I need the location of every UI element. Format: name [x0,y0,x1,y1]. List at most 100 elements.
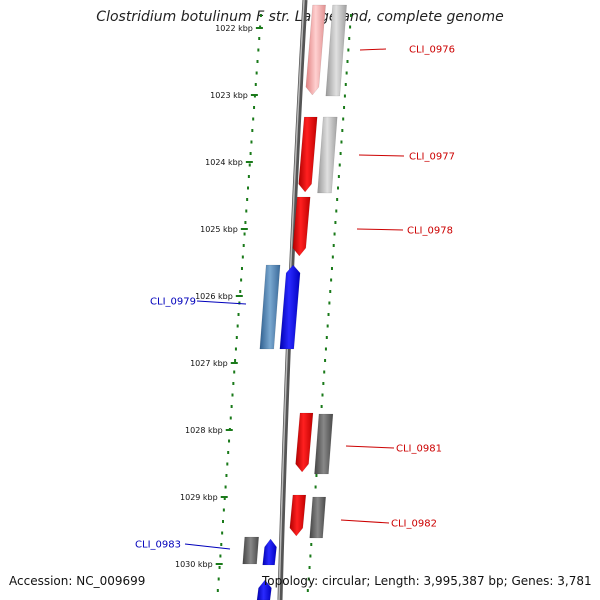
ring-dot-inner [248,163,251,167]
ring-dot-inner [239,290,242,293]
ring-dot-inner [241,255,244,259]
ring-dot-inner [218,566,221,569]
gene-labels: CLI_0976 CLI_0977 CLI_0978 CLI_0979 CLI_0981… [135,45,455,551]
ring-dot-outer [330,267,333,270]
ring-dot-outer [320,405,323,408]
forward-gene-arrow [295,412,314,473]
ring-dot-outer [309,554,312,558]
ring-dot-inner [247,186,250,190]
ring-dot-inner [250,140,253,144]
ring-dot-outer [349,14,352,17]
ring-dot-inner [217,577,220,581]
forward-gene-arrow [292,196,311,257]
scale-tick-label: 1030 kbp [175,560,213,569]
gene-label[interactable]: CLI_0983 [135,540,181,551]
ring-dot-outer [342,117,345,121]
ring-dot-outer [307,577,310,581]
ring-dot-inner [242,244,245,247]
ring-dot-outer [327,313,330,316]
ring-dot-outer [343,94,346,98]
ring-dot-inner [226,462,229,466]
ring-dot-inner [244,221,247,224]
scale-tick-label: 1022 kbp [215,24,253,33]
ring-dot-outer [335,209,338,213]
cds-bar [259,264,281,350]
ring-dot-inner [216,589,219,592]
ring-dot-inner [240,267,243,270]
ring-dot-outer [308,566,311,569]
ring-dot-inner [240,278,243,282]
ring-dot-outer [341,129,344,132]
ring-dot-inner [256,60,259,63]
ring-dot-inner [234,347,237,351]
gene-label[interactable]: CLI_0977 [409,152,455,163]
ring-dot-outer [332,244,335,247]
ring-dot-outer [347,48,350,52]
ring-dot-inner [252,117,255,121]
ring-dot-inner [231,393,234,397]
scale-tick-label: 1027 kbp [190,359,228,368]
scale-tick-label: 1028 kbp [185,426,223,435]
ring-dot-inner [257,48,260,52]
ring-dot-outer [329,290,332,293]
scale-tick-label: 1024 kbp [205,158,243,167]
ring-dot-outer [345,71,348,75]
ring-dot-outer [340,140,343,144]
cds-bar [314,413,334,475]
ring-dot-outer [346,60,349,63]
ring-dot-inner [229,416,232,420]
label-leader-line [184,543,231,550]
ring-dot-outer [324,347,327,351]
genome-summary: Topology: circular; Length: 3,995,387 bp… [262,574,592,588]
ring-dot-outer [310,543,313,546]
label-leader-line [340,519,390,524]
scale-tick-label: 1025 kbp [200,225,238,234]
scale-tick [220,496,228,498]
scale-tick-label: 1026 kbp [195,292,233,301]
scale-tick-label: 1029 kbp [180,493,218,502]
label-leader-line [358,154,405,157]
ring-dot-inner [227,451,230,454]
scale-tick [235,295,243,297]
ring-dot-inner [254,83,257,86]
ring-dot-inner [222,520,224,523]
scale-tick [240,228,248,230]
gene-label[interactable]: CLI_0978 [407,226,453,237]
gene-label[interactable]: CLI_0981 [396,444,442,455]
ring-dot-inner [228,439,231,443]
ring-dot-outer [331,255,334,259]
ring-dot-outer [339,152,342,155]
ring-dot-outer [306,589,309,592]
gene-label[interactable]: CLI_0976 [409,45,455,56]
cds-bar [325,4,347,97]
ring-dot-outer [324,359,327,362]
ring-dot-inner [243,232,246,236]
map-title: Clostridium botulinum F str. Langeland, … [96,9,504,25]
ring-dot-inner [249,152,252,155]
ring-dot-outer [333,232,336,236]
gene-label[interactable]: CLI_0979 [150,297,196,308]
ring-dot-inner [219,554,222,558]
forward-gene-arrow [298,116,318,193]
scale-tick [230,362,238,364]
scale-tick [250,94,258,96]
ring-dot-inner [225,474,228,477]
ring-dot-inner [221,531,224,535]
label-leader-line [196,300,247,305]
gene-label[interactable]: CLI_0982 [391,519,437,530]
ring-dot-inner [233,370,236,374]
scale-tick-label: 1023 kbp [210,91,248,100]
ring-dot-inner [245,209,248,213]
scale-tick [245,161,253,163]
scale-ticks: 1022 kbp 1023 kbp 1024 kbp 1025 kbp 1026 kbp… [175,24,263,569]
ring-dot-outer [343,106,346,109]
forward-gene-arrow [305,4,326,96]
ring-dot-outer [336,198,339,201]
ring-dot-outer [314,485,317,489]
ring-dot-outer [337,186,340,190]
ring-dot-outer [330,278,333,282]
cds-bar [317,116,338,194]
ring-dot-outer [321,393,324,397]
label-leader-line [356,228,404,231]
